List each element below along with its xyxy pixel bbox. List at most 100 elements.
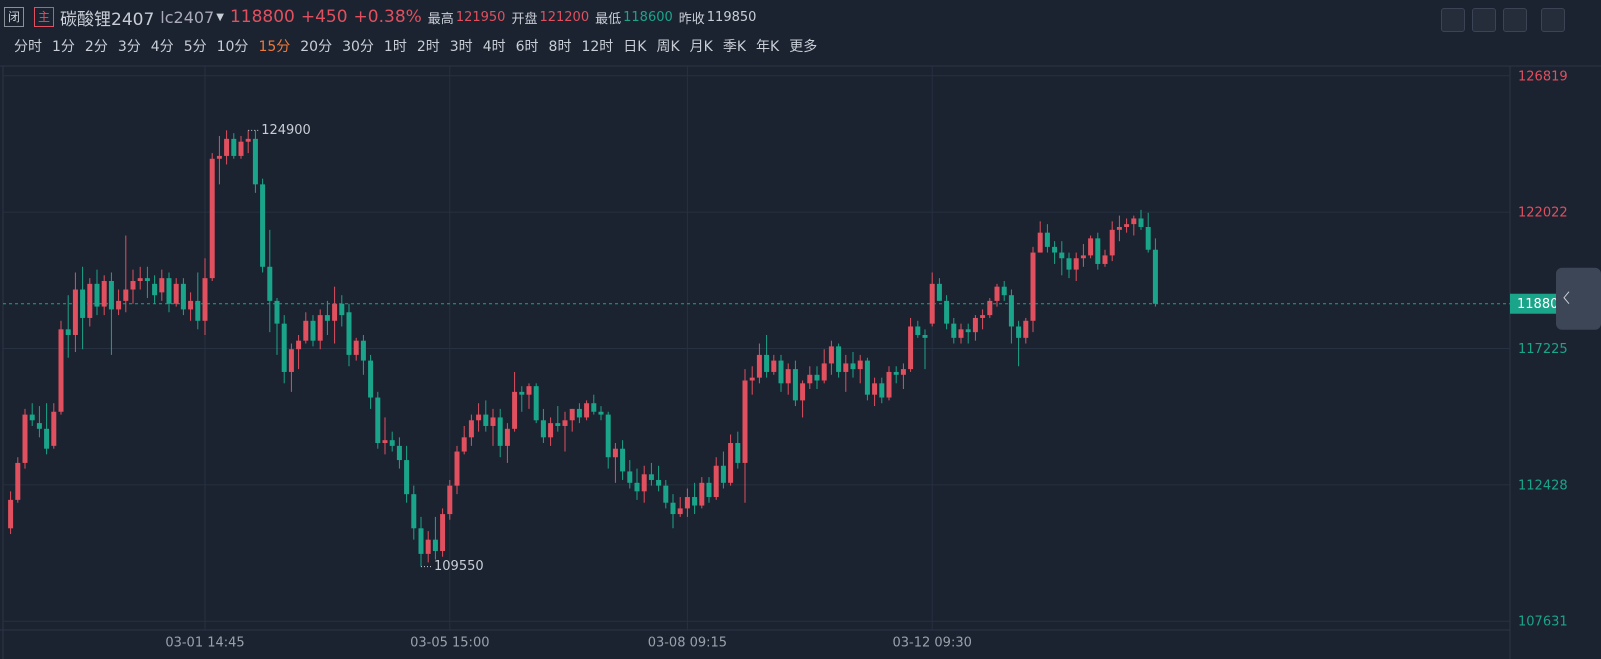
candle-body (627, 471, 633, 483)
period-tab[interactable]: 12时 (581, 39, 614, 55)
candle-body (51, 411, 57, 446)
candle-body (749, 377, 755, 381)
period-tab[interactable]: 4分 (150, 39, 174, 55)
contract-code[interactable]: lc2407 (160, 7, 215, 27)
candle-body (1066, 258, 1072, 270)
candle-body (231, 138, 237, 156)
candle-body (929, 283, 935, 324)
candle-body (857, 360, 863, 370)
candle-body (987, 300, 993, 316)
candle-body (1052, 246, 1058, 253)
candle-body (800, 383, 806, 401)
period-tab[interactable]: 4时 (482, 39, 506, 55)
period-tab[interactable]: 2分 (84, 39, 108, 55)
candle-body (735, 443, 741, 463)
candle-body (663, 485, 669, 503)
period-tab[interactable]: 15分 (258, 39, 291, 55)
candle-body (526, 386, 532, 395)
candle-body (1109, 229, 1115, 256)
candle-body (1059, 252, 1065, 259)
contract-name[interactable]: 碳酸锂2407 (60, 9, 155, 30)
candle-body (123, 289, 129, 301)
period-tab[interactable]: 季K (722, 39, 747, 55)
change: +450 (300, 7, 348, 27)
period-tab[interactable]: 8时 (548, 39, 572, 55)
collapse-arrow (1563, 291, 1570, 305)
candle-body (908, 326, 914, 370)
candle-body (224, 138, 230, 156)
period-tab[interactable]: 10分 (216, 39, 249, 55)
candle-body (778, 360, 784, 384)
candle-body (1138, 218, 1144, 227)
candle-body (706, 482, 712, 498)
candle-body (944, 300, 950, 324)
stat-value: 118600 (623, 9, 673, 25)
candle-body (36, 423, 42, 429)
candle-body (684, 497, 690, 509)
period-tab[interactable]: 分时 (14, 39, 42, 55)
candle-button[interactable] (1503, 8, 1527, 32)
last-price-label: 118800 (1517, 297, 1567, 312)
indicator-button[interactable] (1441, 8, 1465, 32)
period-tab[interactable]: 5分 (183, 39, 207, 55)
candle-body (1102, 255, 1108, 264)
candle-body (116, 300, 122, 310)
candle-body (951, 323, 957, 338)
candle-body (152, 283, 158, 296)
candle-body (972, 317, 978, 333)
candle-body (173, 283, 179, 304)
fullscreen-button[interactable] (1541, 8, 1565, 32)
candle-body (900, 369, 906, 375)
candle-body (612, 448, 618, 458)
period-tab[interactable]: 30分 (342, 39, 374, 55)
period-tab[interactable]: 1分 (52, 39, 75, 55)
candle-body (512, 391, 518, 429)
candle-body (15, 462, 21, 500)
candle-body (692, 497, 698, 506)
period-tab[interactable]: 2时 (416, 39, 440, 55)
period-tab[interactable]: 年K (756, 39, 780, 55)
candle-body (641, 474, 647, 492)
change-pct: +0.38% (353, 7, 422, 27)
candle-body (375, 397, 381, 444)
dropdown-arrow[interactable]: ▼ (216, 11, 224, 23)
candle-body (267, 266, 273, 301)
period-tab[interactable]: 3时 (449, 39, 473, 55)
candle-body (65, 329, 71, 336)
period-bar: 分时 1分 2分 3分 4分 5分 10分 15分 20分 30分 1时 2时 3时 4时 6时 8时 12时日… (14, 36, 827, 58)
candle-body (209, 158, 215, 279)
annotation: 124900 (261, 123, 311, 138)
period-tab[interactable]: 更多 (789, 39, 818, 55)
period-tab[interactable]: 1时 (383, 39, 407, 55)
badge: 闭 (4, 7, 24, 27)
period-tab[interactable]: 周K (656, 39, 680, 55)
period-tab[interactable]: 3分 (117, 39, 141, 55)
x-tick-label: 03-01 14:45 (165, 636, 244, 651)
draw-button[interactable] (1472, 8, 1496, 32)
period-tab[interactable]: 月K (689, 39, 713, 55)
candle-body (771, 360, 777, 372)
candle-body (764, 354, 770, 372)
candle-body (29, 414, 35, 421)
candle-body (1044, 232, 1050, 247)
candle-body (108, 280, 114, 310)
candle-body (814, 374, 820, 381)
candle-body (915, 326, 921, 336)
candle-body (202, 278, 208, 321)
period-tab[interactable]: 6时 (515, 39, 539, 55)
period-tab[interactable]: 日K (623, 39, 647, 55)
candle-body (310, 320, 316, 341)
candle-body (368, 360, 374, 398)
candle-body (980, 315, 986, 318)
candle-body (756, 354, 762, 378)
candle-body (8, 499, 14, 529)
candle-body (699, 482, 705, 506)
x-tick-label: 03-08 09:15 (648, 636, 727, 651)
candle-body (195, 300, 201, 321)
candle-body (454, 451, 460, 486)
y-tick-label: 107631 (1518, 615, 1568, 630)
period-tab[interactable]: 20分 (300, 39, 333, 55)
candle-body (1001, 286, 1007, 296)
candle-body (922, 335, 928, 338)
y-tick-label: 126819 (1518, 69, 1568, 84)
